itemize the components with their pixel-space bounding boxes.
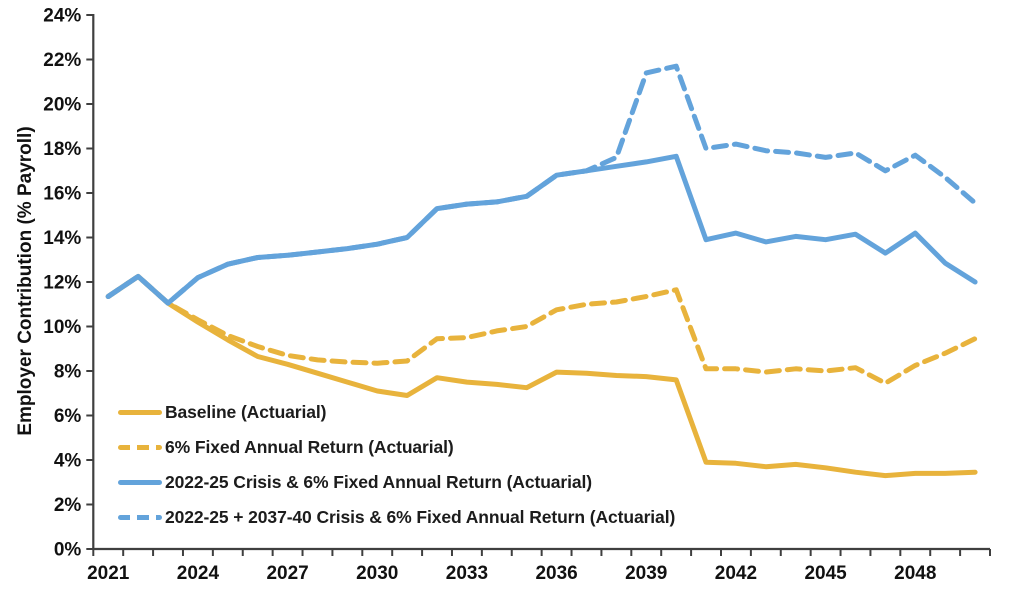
legend-swatch-dashed-blue-line: [118, 515, 162, 520]
legend-label-6pct-fixed: 6% Fixed Annual Return (Actuarial): [165, 437, 454, 457]
y-tick-label: 12%: [43, 273, 81, 294]
series-line-1: [105, 273, 978, 386]
x-tick-label: 2030: [356, 563, 398, 584]
x-tick-label: 2042: [715, 563, 757, 584]
y-tick-label: 22%: [43, 50, 81, 71]
legend-label-2022-25-2037-40-crisis: 2022-25 + 2037-40 Crisis & 6% Fixed Annu…: [165, 507, 676, 527]
y-axis-title: Employer Contribution (% Payroll): [15, 126, 36, 436]
legend-item-2022-25-2037-40-crisis: 2022-25 + 2037-40 Crisis & 6% Fixed Annu…: [118, 500, 675, 535]
legend-label-2022-25-crisis: 2022-25 Crisis & 6% Fixed Annual Return …: [165, 472, 593, 492]
y-tick-label: 6%: [54, 406, 82, 427]
legend: Baseline (Actuarial) 6% Fixed Annual Ret…: [118, 395, 675, 535]
y-tick-label: 0%: [54, 540, 82, 561]
y-tick-label: 24%: [43, 6, 81, 27]
y-tick-label: 4%: [54, 451, 82, 472]
series-line-0: [105, 273, 978, 479]
y-tick-label: 10%: [43, 317, 81, 338]
legend-swatch-solid-yellow-line: [118, 410, 162, 415]
y-tick-label: 2%: [54, 495, 82, 516]
legend-item-baseline: Baseline (Actuarial): [118, 395, 675, 430]
x-tick-label: 2033: [446, 563, 488, 584]
y-tick-label: 16%: [43, 184, 81, 205]
x-tick-label: 2048: [894, 563, 936, 584]
legend-swatch-dashed-yellow-line: [118, 445, 162, 450]
x-tick-label: 2039: [625, 563, 667, 584]
legend-label-baseline: Baseline (Actuarial): [165, 402, 327, 422]
legend-swatch-solid-blue-line: [118, 480, 162, 485]
series-line-3: [105, 63, 978, 306]
legend-item-6pct-fixed: 6% Fixed Annual Return (Actuarial): [118, 430, 675, 465]
x-tick-label: 2024: [177, 563, 220, 584]
x-tick-label: 2045: [804, 563, 847, 584]
legend-item-2022-25-crisis: 2022-25 Crisis & 6% Fixed Annual Return …: [118, 465, 675, 500]
x-tick-label: 2021: [87, 563, 130, 584]
x-tick-label: 2027: [266, 563, 308, 584]
y-tick-label: 14%: [43, 228, 81, 249]
y-tick-label: 18%: [43, 139, 81, 160]
y-tick-label: 20%: [43, 95, 81, 116]
x-tick-label: 2036: [535, 563, 577, 584]
y-tick-label: 8%: [54, 362, 82, 383]
series-line-2: [105, 153, 978, 306]
